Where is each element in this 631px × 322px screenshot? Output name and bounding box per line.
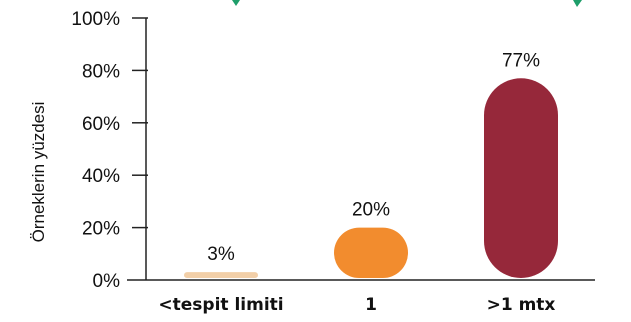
data-labels: 3% 20% 77% [207, 50, 540, 265]
bars [184, 78, 558, 278]
y-tick-label: 60% [82, 114, 120, 135]
bar [184, 272, 258, 278]
y-tick-label: 0% [93, 271, 121, 292]
bar [334, 227, 408, 278]
y-axis: 0% 20% 40% 60% 80% 100% [71, 9, 148, 292]
y-tick-label: 20% [82, 219, 120, 240]
data-label: 20% [352, 200, 390, 221]
y-axis-title: Örneklerin yüzdesi [29, 102, 48, 243]
data-label: 3% [207, 244, 235, 265]
y-tick-label: 80% [82, 61, 120, 82]
y-tick-label: 100% [71, 9, 120, 30]
bar [484, 78, 558, 278]
x-axis-labels: <tespit limiti 1 >1 mtx [158, 295, 555, 315]
x-category-label: <tespit limiti [158, 295, 283, 315]
x-category-label: 1 [365, 295, 377, 315]
clipped-title-fragment [232, 0, 582, 7]
data-label: 77% [502, 50, 540, 71]
x-category-label: >1 mtx [487, 295, 556, 315]
y-tick-label: 40% [82, 166, 120, 187]
